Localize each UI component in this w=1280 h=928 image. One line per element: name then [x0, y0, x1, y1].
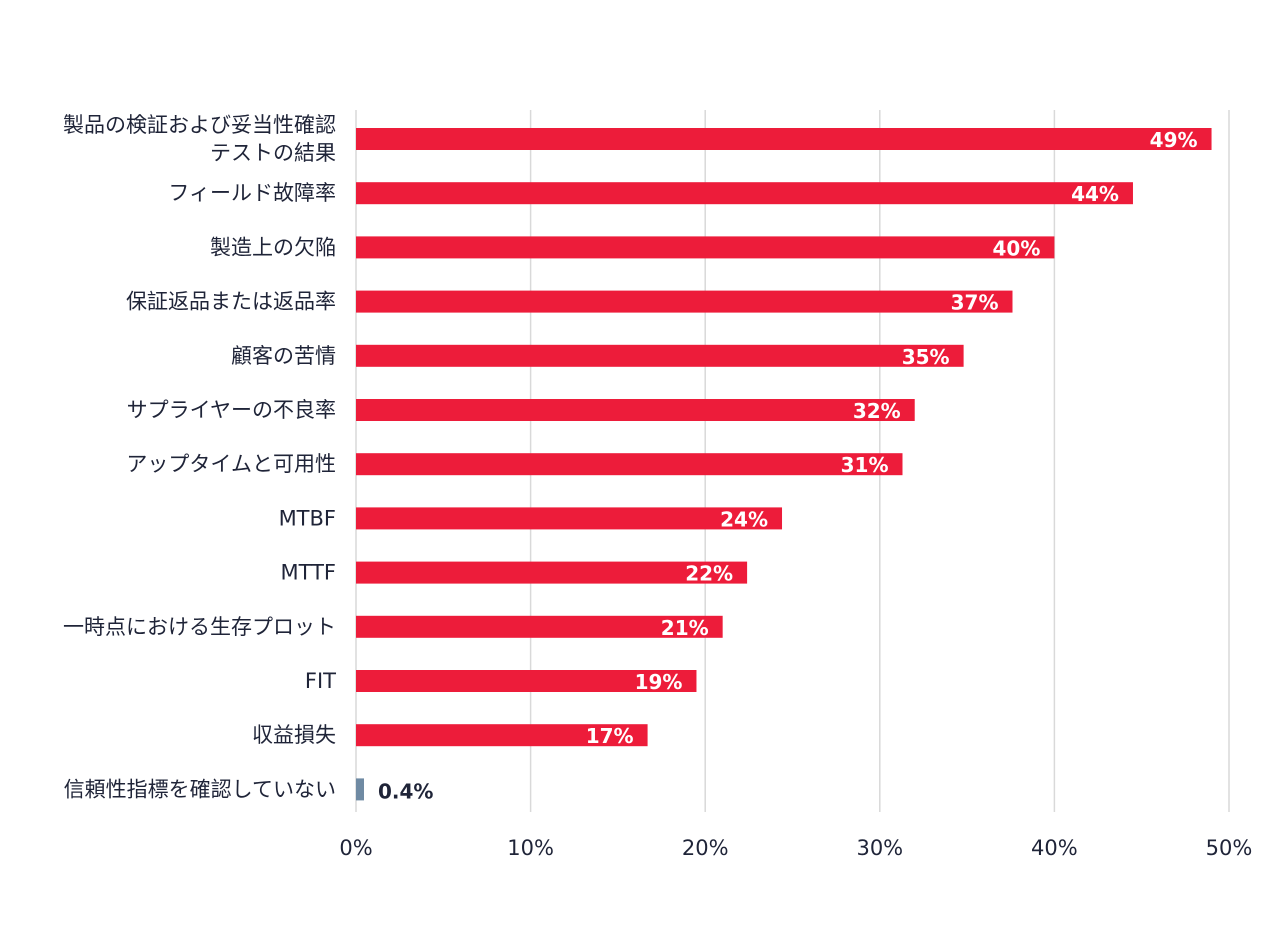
- bar: [356, 236, 1055, 259]
- category-label: MTTF: [281, 561, 336, 585]
- category-label: FIT: [305, 669, 336, 693]
- data-label: 35%: [902, 345, 950, 369]
- x-tick-label: 0%: [339, 836, 372, 860]
- x-tick-label: 20%: [682, 836, 729, 860]
- category-label: 顧客の苦情: [231, 344, 336, 368]
- bar: [356, 561, 748, 584]
- category-label: 信頼性指標を確認していない: [64, 777, 336, 801]
- data-label: 17%: [586, 724, 634, 748]
- category-label: MTBF: [279, 506, 336, 530]
- data-label: 49%: [1150, 128, 1198, 152]
- category-label: 保証返品または返品率: [126, 290, 336, 314]
- bar: [356, 507, 783, 530]
- bar: [356, 615, 723, 638]
- category-label: 収益損失: [252, 723, 336, 747]
- bar: [356, 344, 964, 367]
- data-label: 22%: [685, 562, 733, 586]
- data-label: 44%: [1071, 182, 1119, 206]
- category-label: サプライヤーの不良率: [127, 398, 336, 422]
- data-label: 32%: [853, 399, 901, 423]
- bar: [356, 778, 364, 801]
- bar: [356, 182, 1133, 205]
- bar: [356, 128, 1212, 150]
- data-labels: 49% 44% 40% 37% 35% 32% 31% 24% 22% 21% 19% 17% 0.4%: [378, 128, 1198, 803]
- bar: [356, 290, 1013, 313]
- data-label: 19%: [635, 670, 683, 694]
- x-tick-label: 30%: [856, 836, 903, 860]
- data-label: 37%: [951, 291, 999, 315]
- data-label: 0.4%: [378, 779, 433, 803]
- category-label: フィールド故障率: [168, 181, 336, 205]
- data-label: 31%: [841, 453, 889, 477]
- bars: [356, 128, 1212, 801]
- category-label: 製品の検証および妥当性確認: [63, 113, 336, 137]
- data-label: 21%: [661, 616, 709, 640]
- bar: [356, 670, 697, 692]
- x-tick-label: 50%: [1206, 836, 1253, 860]
- x-tick-label: 40%: [1031, 836, 1078, 860]
- bar: [356, 724, 648, 747]
- category-label: 一時点における生存プロット: [63, 615, 336, 639]
- category-label: テストの結果: [210, 141, 336, 165]
- data-label: 24%: [720, 507, 768, 531]
- x-axis-ticks: 0% 10% 20% 30% 40% 50%: [339, 836, 1252, 860]
- data-label: 40%: [993, 236, 1041, 260]
- bar: [356, 399, 915, 421]
- x-tick-label: 10%: [507, 836, 554, 860]
- category-labels: 製品の検証および妥当性確認テストの結果フィールド故障率製造上の欠陥保証返品または…: [63, 113, 336, 801]
- bar: [356, 453, 903, 476]
- category-label: 製造上の欠陥: [210, 235, 336, 259]
- category-label: アップタイムと可用性: [126, 452, 336, 476]
